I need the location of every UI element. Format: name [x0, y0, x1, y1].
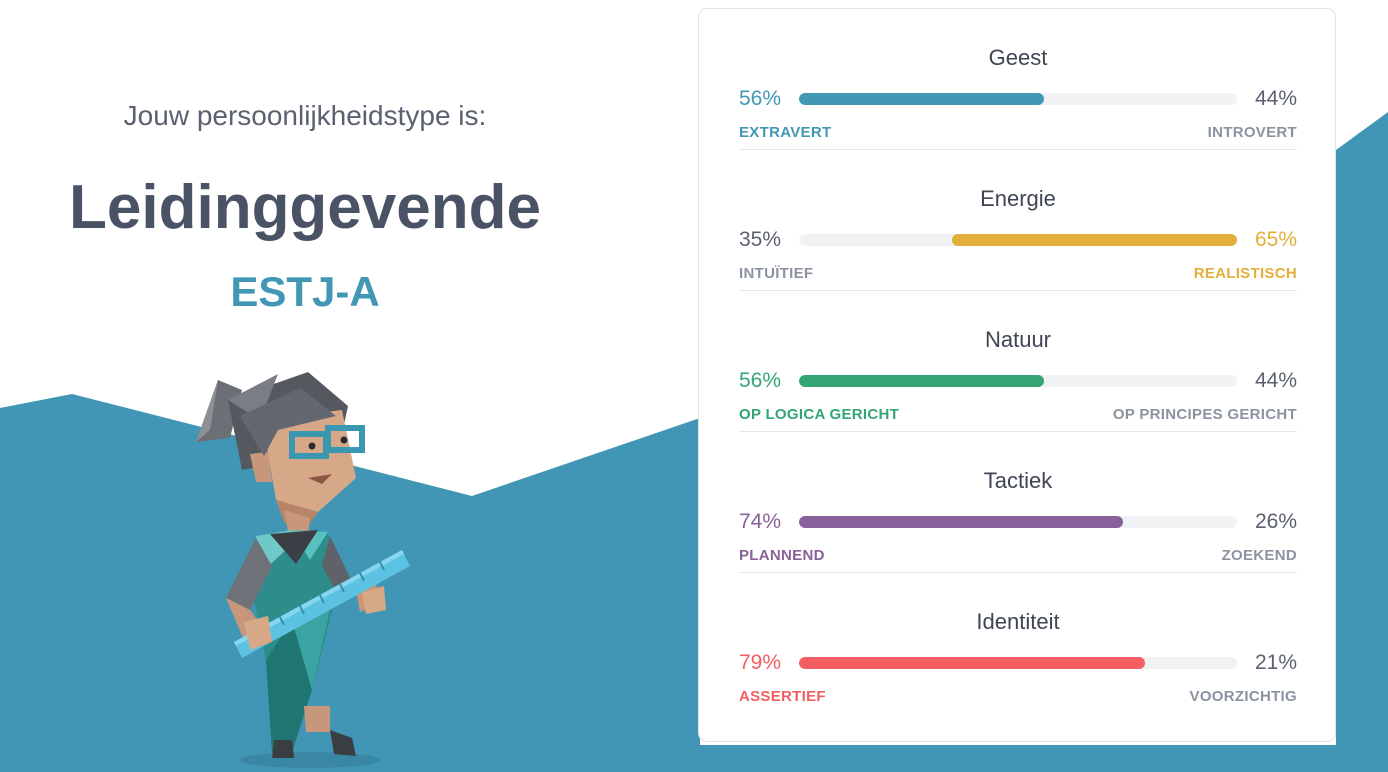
personality-type-code: ESTJ-A [230, 268, 380, 315]
trait-nature: Natuur 56% 44% OP LOGICA GERICHT OP PRIN… [739, 291, 1297, 432]
trait-right-label: ZOEKEND [1221, 547, 1297, 564]
trait-left-percentage: 56% [739, 87, 782, 110]
trait-right-label: OP PRINCIPES GERICHT [1112, 406, 1297, 423]
trait-title: Energie [980, 186, 1056, 211]
trait-divider [739, 149, 1297, 150]
traits-card: Geest 56% 44% EXTRAVERT INTROVERT Energi… [698, 8, 1336, 742]
trait-left-percentage: 56% [739, 369, 782, 392]
trait-left-label: ASSERTIEF [739, 688, 826, 705]
trait-bar-track [799, 657, 1237, 669]
trait-left-label: OP LOGICA GERICHT [739, 406, 900, 423]
trait-right-label: INTROVERT [1207, 124, 1297, 141]
trait-bar-track [799, 234, 1237, 246]
trait-divider [739, 290, 1297, 291]
trait-right-percentage: 21% [1254, 651, 1297, 674]
trait-title: Tactiek [983, 468, 1053, 493]
trait-bar-track [799, 375, 1237, 387]
trait-divider [739, 431, 1297, 432]
intro-text: Jouw persoonlijkheidstype is: [123, 100, 487, 131]
trait-left-percentage: 74% [739, 510, 782, 533]
trait-bar-fill [952, 234, 1237, 246]
trait-bar-fill [799, 375, 1045, 387]
trait-right-percentage: 44% [1254, 87, 1297, 110]
trait-left-label: PLANNEND [739, 547, 825, 564]
trait-right-percentage: 44% [1254, 369, 1297, 392]
trait-title: Identiteit [976, 609, 1060, 634]
trait-title: Geest [988, 45, 1048, 70]
trait-mind: Geest 56% 44% EXTRAVERT INTROVERT [739, 9, 1297, 150]
trait-left-percentage: 35% [739, 228, 782, 251]
trait-energy: Energie 35% 65% INTUÏTIEF REALISTISCH [739, 150, 1297, 291]
trait-right-percentage: 65% [1254, 228, 1297, 251]
trait-bar-fill [799, 657, 1146, 669]
trait-identity: Identiteit 79% 21% ASSERTIEF VOORZICHTIG [739, 573, 1297, 714]
trait-divider [739, 572, 1297, 573]
trait-right-percentage: 26% [1254, 510, 1297, 533]
trait-tactics: Tactiek 74% 26% PLANNEND ZOEKEND [739, 432, 1297, 573]
trait-title: Natuur [984, 327, 1052, 352]
trait-bar-track [799, 516, 1237, 528]
avatar-illustration [196, 372, 410, 768]
trait-left-label: INTUÏTIEF [739, 265, 814, 282]
trait-left-label: EXTRAVERT [739, 124, 832, 141]
trait-right-label: VOORZICHTIG [1189, 688, 1297, 705]
trait-right-label: REALISTISCH [1193, 265, 1297, 282]
trait-bar-fill [799, 93, 1045, 105]
trait-bar-fill [799, 516, 1124, 528]
trait-bar-track [799, 93, 1237, 105]
trait-left-percentage: 79% [739, 651, 782, 674]
personality-type-name: Leidinggevende [69, 173, 541, 242]
